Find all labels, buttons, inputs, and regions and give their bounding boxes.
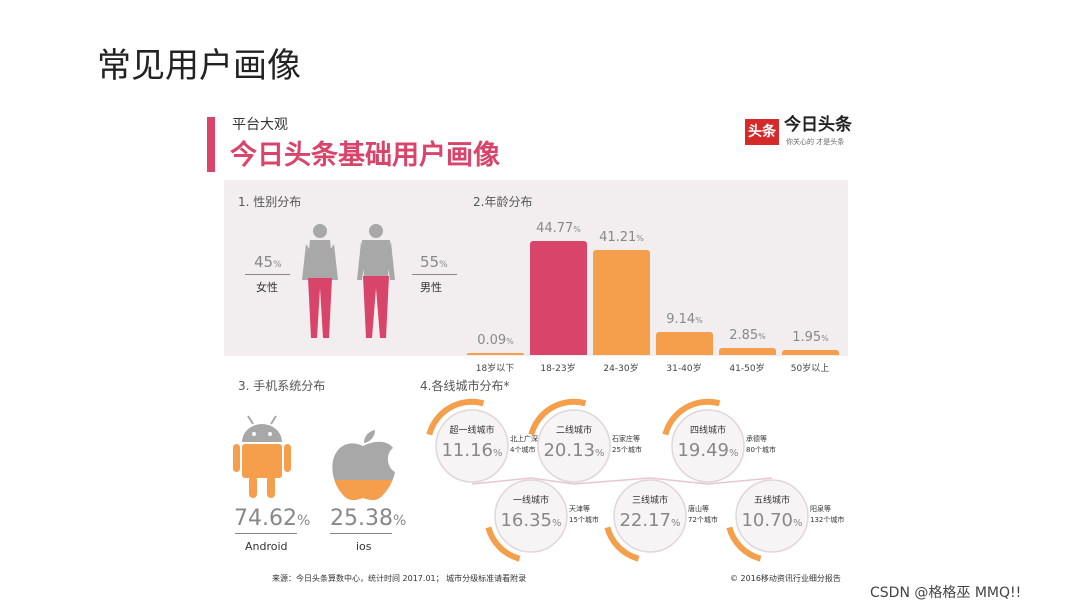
- infographic-title: 今日头条基础用户画像: [230, 140, 500, 171]
- age-value-label: 0.09%: [477, 333, 514, 348]
- watermark: CSDN @格格巫 MMQ!!: [870, 585, 1022, 601]
- male-percent: 55%: [420, 253, 448, 271]
- city-circle: [735, 479, 809, 553]
- city-circle: [671, 409, 745, 483]
- apple-icon: [332, 430, 395, 501]
- ios-label: ios: [356, 540, 372, 553]
- male-label: 男性: [420, 281, 442, 294]
- age-bar: [530, 240, 587, 355]
- age-value-label: 9.14%: [666, 311, 703, 327]
- city-tier-percent: 19.49%: [677, 440, 739, 461]
- female-percent: 45%: [254, 253, 282, 271]
- city-tier-percent: 16.35%: [500, 510, 562, 531]
- age-bar: [719, 347, 776, 355]
- age-value-label: 41.21%: [599, 229, 644, 245]
- city-circle: [494, 479, 568, 553]
- ios-percent: 25.38%: [330, 506, 407, 531]
- age-category-label: 31-40岁: [666, 364, 702, 374]
- age-bar: [593, 249, 650, 355]
- divider: [235, 533, 297, 534]
- city-share-arc: [726, 526, 762, 562]
- city-tier-note: 天津等 15个城市: [569, 505, 599, 524]
- android-percent: 74.62%: [234, 506, 311, 531]
- city-tier-percent: 20.13%: [543, 440, 605, 461]
- city-tier-name: 三线城市: [631, 496, 668, 506]
- divider: [330, 533, 392, 534]
- city-circle: [435, 409, 509, 483]
- footer-source: 来源：今日头条算数中心，统计时间 2017.01； 城市分级标准请看附录: [272, 574, 527, 583]
- age-category-label: 50岁以上: [790, 364, 830, 374]
- divider: [412, 274, 457, 275]
- logo-tagline: 你关心的 才是头条: [786, 138, 845, 146]
- city-tier-name: 四线城市: [689, 426, 726, 436]
- city-tier-name: 超一线城市: [449, 426, 495, 436]
- city-share-arc: [528, 398, 587, 436]
- city-tier-percent: 22.17%: [619, 510, 681, 531]
- male-figure-icon: [357, 224, 395, 338]
- female-figure-icon: [302, 224, 338, 338]
- accent-bar: [207, 117, 215, 172]
- city-share-arc: [426, 398, 485, 436]
- age-value-label: 1.95%: [792, 330, 829, 346]
- city-tier-note: 承德等 80个城市: [746, 435, 776, 454]
- android-icon: [233, 415, 291, 498]
- gender-heading: 1. 性别分布: [238, 195, 302, 209]
- age-value-label: 44.77%: [536, 220, 581, 236]
- city-circle: [537, 409, 611, 483]
- footer-copyright: © 2016移动资讯行业细分报告: [730, 574, 841, 583]
- age-category-label: 41-50岁: [729, 364, 765, 374]
- age-heading: 2.年龄分布: [473, 195, 533, 209]
- city-tier-name: 一线城市: [512, 496, 549, 506]
- cities-heading: 4.各线城市分布*: [420, 379, 510, 393]
- kicker: 平台大观: [232, 117, 288, 133]
- city-tier-note: 唐山等 72个城市: [688, 505, 718, 524]
- logo-name: 今日头条: [784, 115, 852, 135]
- city-share-arc: [662, 398, 721, 436]
- city-tier-percent: 11.16%: [441, 440, 503, 461]
- female-label: 女性: [256, 281, 278, 294]
- logo-mark: 头条: [745, 119, 779, 145]
- age-value-label: 2.85%: [729, 327, 766, 343]
- age-bar: [782, 350, 839, 355]
- city-tier-name: 五线城市: [753, 496, 790, 506]
- city-tier-note: 北上广深 4个城市: [510, 435, 538, 454]
- age-bar: [467, 353, 524, 355]
- city-tier-name: 二线城市: [555, 426, 592, 436]
- gender-figures: [302, 224, 395, 338]
- age-category-label: 18-23岁: [540, 364, 576, 374]
- age-category-label: 24-30岁: [603, 364, 639, 374]
- slide-title: 常见用户画像: [97, 46, 301, 86]
- os-heading: 3. 手机系统分布: [238, 379, 326, 393]
- city-share-arc: [485, 526, 521, 562]
- age-category-label: 18岁以下: [475, 364, 515, 374]
- android-label: Android: [245, 540, 288, 553]
- city-share-arc: [604, 526, 640, 562]
- city-tier-note: 石家庄等 25个城市: [612, 435, 642, 454]
- city-circle: [613, 479, 687, 553]
- age-bar: [656, 331, 713, 355]
- city-tier-note: 阳泉等 132个城市: [810, 505, 845, 524]
- city-tier-percent: 10.70%: [741, 510, 803, 531]
- divider: [245, 274, 290, 275]
